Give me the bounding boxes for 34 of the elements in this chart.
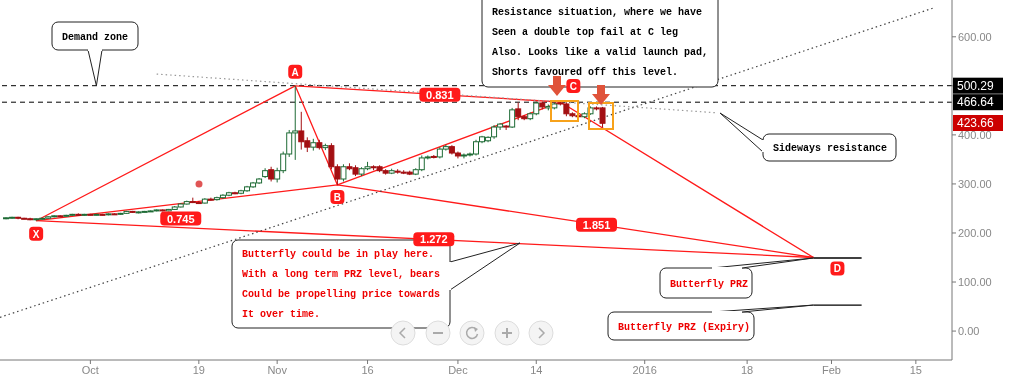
- y-tick-label: 100.00: [958, 275, 992, 288]
- annotation: 0.745: [166, 212, 195, 225]
- x-tick-label: 2016: [632, 363, 657, 376]
- annotation: B: [333, 191, 342, 203]
- annotation: Demand zone: [62, 32, 129, 43]
- annotation: A: [291, 66, 299, 78]
- x-tick-label: Dec: [448, 363, 469, 376]
- annotation: Sideways resistance: [773, 143, 888, 154]
- y-tick-label: 400.00: [958, 128, 992, 141]
- x-tick-label: 15: [909, 363, 922, 376]
- y-tick-label: 600.00: [958, 30, 992, 43]
- annotation: Butterfly PRZ: [670, 279, 749, 290]
- annotation: Butterfly could be in play here. With a long term PRZ level, bears Could be propelling price towards It over time.: [242, 249, 441, 320]
- x-tick-label: 16: [361, 363, 374, 376]
- x-tick-label: 18: [741, 363, 754, 376]
- annotation: 1.851: [582, 218, 611, 231]
- x-tick-label: Nov: [267, 363, 288, 376]
- annotation: X: [32, 228, 40, 240]
- x-tick-label: Feb: [822, 363, 841, 376]
- x-tick-label: 14: [530, 363, 543, 376]
- annotation: 0.831: [426, 88, 454, 101]
- x-tick-label: Oct: [81, 363, 99, 376]
- annotation: D: [833, 263, 842, 275]
- ref-line-label: 500.29: [957, 78, 995, 93]
- ref-line-label: 466.64: [957, 95, 995, 110]
- annotation: 1.272: [420, 233, 448, 246]
- y-tick-label: 0.00: [958, 324, 980, 337]
- annotation: Butterfly PRZ (Expiry): [618, 322, 751, 333]
- y-tick-label: 300.00: [958, 177, 992, 190]
- text: 423.66: [957, 116, 995, 130]
- annotation: Resistance situation, where we have Seen a double top fail at C leg Also. Looks like a valid launch pad, Shorts favoured off this level.: [492, 7, 709, 78]
- annotation: C: [569, 81, 577, 93]
- x-tick-label: 19: [192, 363, 205, 376]
- y-tick-label: 200.00: [958, 226, 992, 239]
